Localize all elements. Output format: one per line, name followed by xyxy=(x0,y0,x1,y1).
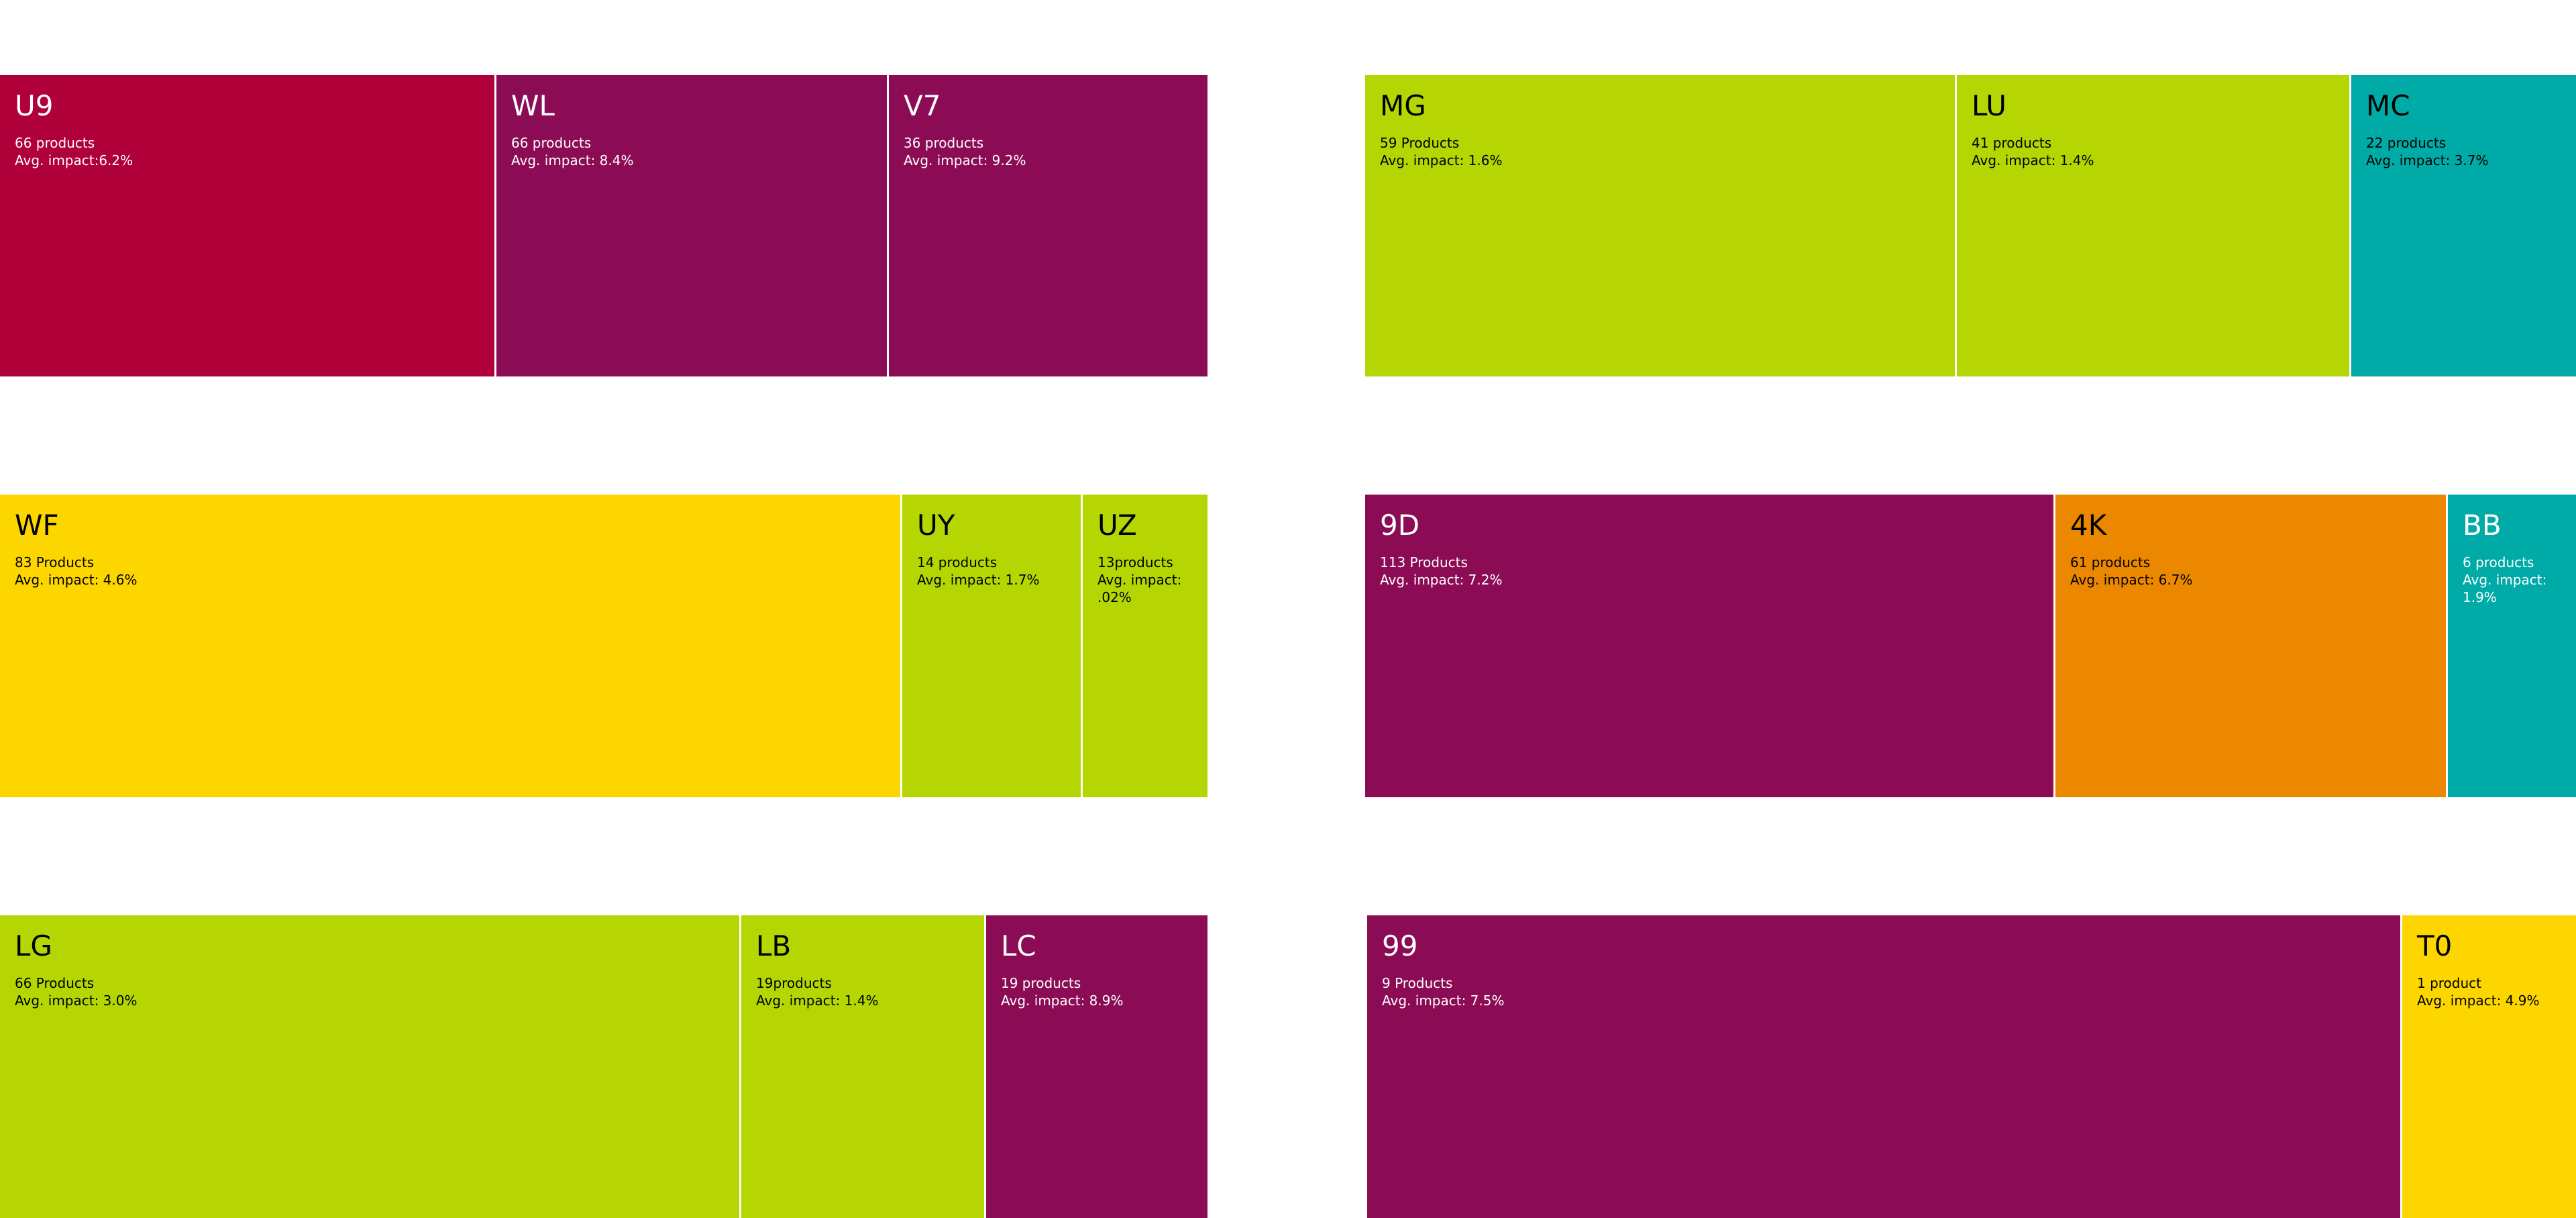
treemap-tile-4k[interactable]: 4K 61 products Avg. impact: 6.7% xyxy=(2055,495,2446,797)
tile-avg-impact: Avg. impact: .02% xyxy=(1097,572,1182,605)
tile-product-count: 6 products xyxy=(2463,554,2534,570)
treemap-tile-v7[interactable]: V7 36 products Avg. impact: 9.2% xyxy=(889,75,1208,376)
tile-avg-impact: Avg. impact: 1.4% xyxy=(756,993,879,1009)
treemap-tile-uz[interactable]: UZ 13products Avg. impact: .02% xyxy=(1083,495,1208,797)
treemap-tile-bb[interactable]: BB 6 products Avg. impact: 1.9% xyxy=(2448,495,2576,797)
treemap-tile-uy[interactable]: UY 14 products Avg. impact: 1.7% xyxy=(902,495,1081,797)
tile-code: WL xyxy=(511,89,555,122)
treemap-tile-99[interactable]: 99 9 Products Avg. impact: 7.5% xyxy=(1367,915,2400,1218)
tile-product-count: 113 Products xyxy=(1380,554,1468,570)
tile-product-count: 22 products xyxy=(2366,135,2447,151)
tile-code: LB xyxy=(756,929,792,962)
tile-product-count: 19products xyxy=(756,975,832,991)
treemap-tile-lb[interactable]: LB 19products Avg. impact: 1.4% xyxy=(741,915,984,1218)
tile-product-count: 41 products xyxy=(1972,135,2052,151)
tile-avg-impact: Avg. impact: 8.4% xyxy=(511,152,634,168)
treemap-tile-lc[interactable]: LC 19 products Avg. impact: 8.9% xyxy=(986,915,1208,1218)
tile-product-count: 1 product xyxy=(2417,975,2482,991)
tile-code: 4K xyxy=(2070,509,2107,542)
tile-avg-impact: Avg. impact: 9.2% xyxy=(904,152,1026,168)
tile-product-count: 66 products xyxy=(15,135,95,151)
treemap-tile-9d[interactable]: 9D 113 Products Avg. impact: 7.2% xyxy=(1365,495,2053,797)
tile-code: WF xyxy=(15,509,59,542)
tile-avg-impact: Avg. impact: 7.5% xyxy=(1382,993,1505,1009)
tile-avg-impact: Avg. impact: 4.9% xyxy=(2417,993,2540,1009)
tile-product-count: 66 products xyxy=(511,135,592,151)
tile-code: MC xyxy=(2366,89,2410,122)
tile-code: U9 xyxy=(15,89,54,122)
tile-avg-impact: Avg. impact: 1.7% xyxy=(917,572,1040,588)
tile-product-count: 36 products xyxy=(904,135,984,151)
tile-avg-impact: Avg. impact: 1.6% xyxy=(1380,152,1503,168)
treemap-tile-wf[interactable]: WF 83 Products Avg. impact: 4.6% xyxy=(0,495,900,797)
tile-product-count: 14 products xyxy=(917,554,998,570)
tile-product-count: 13products xyxy=(1097,554,1173,570)
tile-code: UY xyxy=(917,509,955,542)
tile-avg-impact: Avg. impact: 3.7% xyxy=(2366,152,2489,168)
treemap-tile-mc[interactable]: MC 22 products Avg. impact: 3.7% xyxy=(2351,75,2576,376)
tile-avg-impact: Avg. impact: 6.7% xyxy=(2070,572,2193,588)
tile-code: T0 xyxy=(2417,929,2453,962)
tile-product-count: 9 Products xyxy=(1382,975,1453,991)
tile-code: 9D xyxy=(1380,509,1420,542)
treemap-tile-lu[interactable]: LU 41 products Avg. impact: 1.4% xyxy=(1957,75,2349,376)
treemap-tile-u9[interactable]: U9 66 products Avg. impact:6.2% xyxy=(0,75,494,376)
tile-code: LU xyxy=(1972,89,2007,122)
tile-product-count: 61 products xyxy=(2070,554,2151,570)
tile-avg-impact: Avg. impact: 1.4% xyxy=(1972,152,2094,168)
tile-code: MG xyxy=(1380,89,1426,122)
tile-avg-impact: Avg. impact:6.2% xyxy=(15,152,133,168)
tile-code: LG xyxy=(15,929,52,962)
tile-code: 99 xyxy=(1382,929,1418,962)
tile-avg-impact: Avg. impact: 4.6% xyxy=(15,572,138,588)
tile-product-count: 66 Products xyxy=(15,975,95,991)
treemap-tile-mg[interactable]: MG 59 Products Avg. impact: 1.6% xyxy=(1365,75,1955,376)
tile-code: V7 xyxy=(904,89,941,122)
tile-avg-impact: Avg. impact: 1.9% xyxy=(2463,572,2547,605)
treemap-tile-t0[interactable]: T0 1 product Avg. impact: 4.9% xyxy=(2402,915,2576,1218)
treemap-tile-wl[interactable]: WL 66 products Avg. impact: 8.4% xyxy=(496,75,887,376)
tile-avg-impact: Avg. impact: 8.9% xyxy=(1001,993,1124,1009)
tile-avg-impact: Avg. impact: 7.2% xyxy=(1380,572,1503,588)
tile-product-count: 59 Products xyxy=(1380,135,1460,151)
tile-product-count: 83 Products xyxy=(15,554,95,570)
tile-code: LC xyxy=(1001,929,1036,962)
tile-avg-impact: Avg. impact: 3.0% xyxy=(15,993,138,1009)
tile-code: UZ xyxy=(1097,509,1137,542)
tile-code: BB xyxy=(2463,509,2502,542)
treemap-tile-lg[interactable]: LG 66 Products Avg. impact: 3.0% xyxy=(0,915,739,1218)
tile-product-count: 19 products xyxy=(1001,975,1081,991)
